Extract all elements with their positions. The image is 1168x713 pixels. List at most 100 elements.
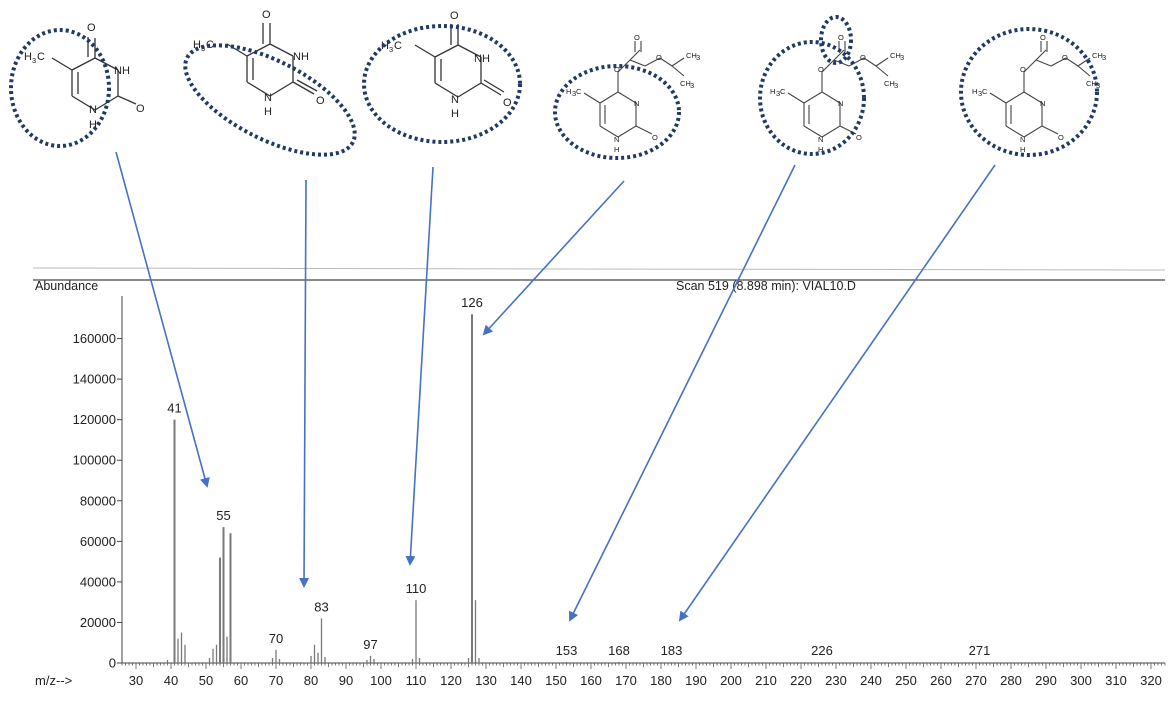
structure-thymine-full: O NH O N H H 3 C [362,10,522,144]
x-tick-label: 160 [580,673,602,688]
x-tick-label: 30 [129,673,143,688]
structure-3-ch3-sub: 3 [389,45,393,54]
x-tick-label: 260 [930,673,952,688]
x-tick-label: 40 [164,673,178,688]
x-tick-label: 140 [510,673,532,688]
peak-label-mz-70: 70 [269,631,283,646]
structure-6-ch3-tail: C [982,87,988,96]
chart-frame [32,267,1166,664]
structure-carbonate-core: O O O N N H O H 3 C CH 3 CH 3 [553,33,700,160]
structure-5-n-mid: N [838,99,843,108]
structure-3-o-right: O [503,97,512,109]
y-tick-label: 20000 [80,615,116,630]
structure-1-n: N [89,104,97,116]
peak-label-mz-271: 271 [969,643,991,658]
structure-3-highlight-ellipse [362,24,522,144]
structure-3-bonds [414,24,505,98]
arrow-to-mz-183 [678,164,996,622]
x-tick-label: 110 [406,673,427,688]
x-tick-label: 100 [370,673,392,688]
x-tick-label: 180 [650,673,672,688]
structure-4-n-bottom: N [614,135,619,144]
structure-1-highlight-ellipse [9,28,111,148]
x-tick-label: 130 [475,673,497,688]
peak-label-mz-126: 126 [461,295,483,310]
peak-label-mz-41: 41 [167,401,181,416]
x-axis-title: m/z--> [35,673,72,688]
structure-1-ch3: H [24,51,32,63]
spectrum-bars [166,314,981,663]
y-tick-label: 40000 [80,574,116,589]
structure-1-h: H [89,119,97,131]
peak-label-mz-183: 183 [661,643,683,658]
structure-5-o-ester: O [860,53,866,62]
x-tick-label: 220 [790,673,812,688]
structure-2-o-top: O [262,9,271,21]
peak-label-mz-55: 55 [216,508,230,523]
peak-label-mz-226: 226 [811,643,833,658]
structure-4-ch3-b: CH [680,79,691,88]
structure-thymine-ring-open: O NH O N H H 3 C [183,9,357,157]
x-tick-label: 60 [234,673,248,688]
structure-6-ch3-b: CH [1086,79,1097,88]
structure-5-highlight-ellipse [758,40,866,156]
x-tick-label: 80 [304,673,318,688]
structure-5-ch3-sub: 3 [776,89,780,98]
x-tick-label: 90 [339,673,353,688]
structure-5-h-bottom: H [818,145,823,154]
structure-2-nh: NH [293,51,309,63]
structure-3-h: H [451,108,459,120]
structure-5-ch3-b-sub: 3 [894,81,898,90]
y-tick-label: 160000 [73,331,116,346]
structure-5-ch3-a: CH [890,51,901,60]
structure-4-o-link: O [614,65,620,74]
structure-6-o-carb: O [1040,33,1046,42]
x-tick-label: 320 [1140,673,1162,688]
structure-6-bonds [989,41,1091,138]
structure-5-o-right: O [856,133,862,142]
peak-labels: 41 55 70 83 97 110 126 153 168 183 226 271 [167,295,990,658]
x-tick-label: 210 [755,673,777,688]
x-tick-label: 270 [965,673,987,688]
x-tick-label: 70 [269,673,283,688]
x-tick-label: 50 [199,673,213,688]
structure-1-ch3-sub: 3 [32,56,36,65]
structure-5-ch3-a-sub: 3 [900,53,904,62]
structure-5-bonds [787,41,889,138]
structure-4-ch3-a-sub: 3 [696,53,700,62]
structure-4-ch3-b-sub: 3 [690,81,694,90]
x-tick-label: 250 [895,673,917,688]
x-tick-label: 190 [685,673,707,688]
x-tick-label: 290 [1035,673,1057,688]
structure-4-highlight-ellipse [553,64,681,160]
peak-label-mz-83: 83 [314,599,328,614]
structure-5-ch3-tail: C [780,87,786,96]
peak-label-mz-153: 153 [556,643,578,658]
structure-5-carbonyl-highlight-ellipse [819,15,853,65]
y-tick-label: 60000 [80,534,116,549]
structure-3-nh: NH [474,53,490,65]
structure-2-o-right: O [316,95,325,107]
structure-2-h: H [264,106,272,118]
structure-4-o-right: O [652,133,658,142]
structure-4-ch3-sub: 3 [572,89,576,98]
x-axis-ticks: 30 40 50 60 70 80 90 100 110 120 130 140 150 160 170 18… [121,663,1166,688]
x-tick-label: 280 [1000,673,1022,688]
y-tick-label: 0 [109,656,116,671]
peak-label-mz-168: 168 [608,643,630,658]
structure-6-n-bottom: N [1020,135,1025,144]
structure-5-ch3: H [770,87,775,96]
arrow-to-mz-83 [299,179,310,588]
structure-6-o-right: O [1058,133,1064,142]
structure-4-o-carb: O [634,33,640,42]
structure-1-o-top: O [87,22,96,34]
x-tick-label: 240 [860,673,882,688]
structure-thymine-methyl-ring: O NH O N H H 3 C [9,22,145,148]
structure-2-ch3: H [193,39,201,51]
structure-3-n: N [451,94,459,106]
x-tick-label: 230 [825,673,847,688]
arrow-to-mz-126 [482,180,625,336]
structure-4-n-mid: N [634,99,639,108]
x-tick-label: 200 [720,673,742,688]
annotation-arrows [115,151,996,622]
